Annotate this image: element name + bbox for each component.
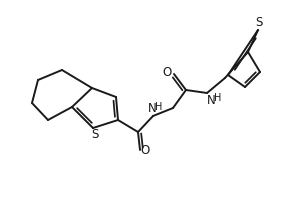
Text: H: H xyxy=(214,93,222,103)
Text: O: O xyxy=(162,66,172,78)
Text: O: O xyxy=(140,144,150,156)
Text: N: N xyxy=(207,94,215,106)
Text: S: S xyxy=(255,17,263,29)
Text: N: N xyxy=(148,102,156,116)
Text: H: H xyxy=(155,102,163,112)
Text: S: S xyxy=(91,128,99,140)
